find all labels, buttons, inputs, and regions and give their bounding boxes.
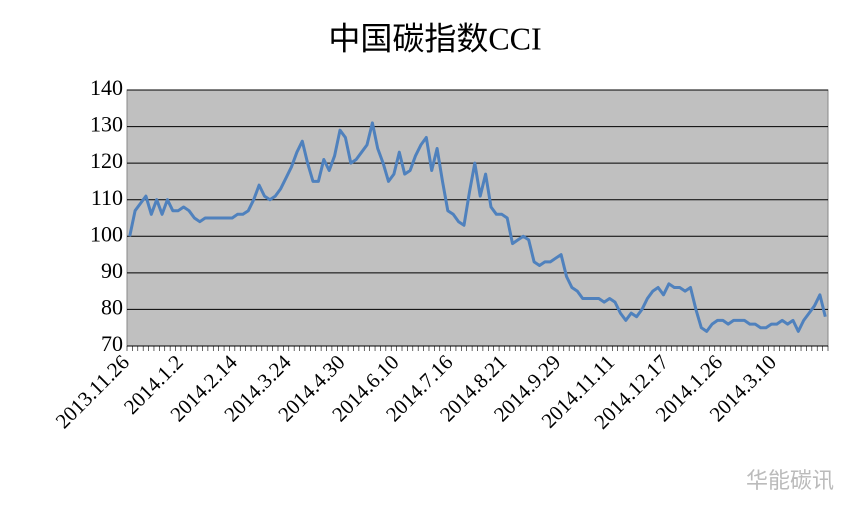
y-tick-label: 140	[90, 75, 123, 100]
y-tick-label: 90	[101, 258, 123, 283]
y-tick-label: 100	[90, 221, 123, 246]
data-line	[128, 121, 827, 333]
y-tick-label: 130	[90, 112, 123, 137]
plot-area	[126, 89, 829, 347]
y-tick-label: 80	[101, 294, 123, 319]
x-tick-label: 2013.11.26	[51, 350, 134, 433]
y-tick-label: 120	[90, 148, 123, 173]
chart-title: 中国碳指数CCI	[328, 20, 541, 56]
y-tick-label: 70	[101, 331, 123, 356]
watermark: 华能碳讯	[746, 469, 834, 494]
y-tick-label: 110	[91, 185, 123, 210]
